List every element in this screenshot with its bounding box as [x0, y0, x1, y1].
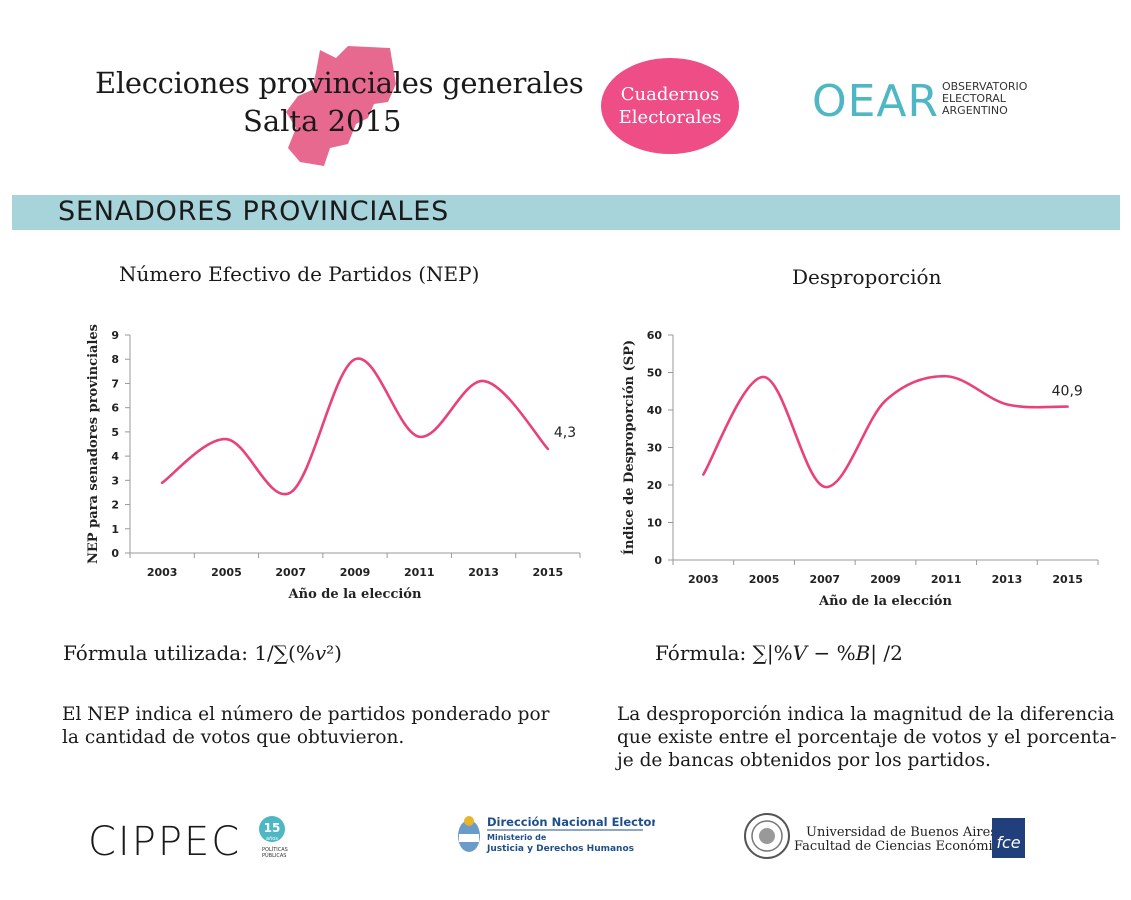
nep-description-line2: la cantidad de votos que obtuvieron. [62, 727, 405, 748]
nep-ytick-label: 7 [111, 377, 119, 390]
desp-xtick-label: 2011 [931, 573, 962, 586]
desp-description-line2: que existe entre el porcentaje de votos … [617, 727, 1117, 748]
nep-ytick-label: 6 [111, 402, 119, 415]
desp-xtick-label: 2015 [1052, 573, 1083, 586]
nep-ytick-label: 1 [111, 523, 119, 536]
desp-xtick-label: 2009 [870, 573, 901, 586]
nep-xtick-label: 2011 [404, 566, 435, 579]
map-fill [286, 46, 396, 166]
nep-data-label: 4,3 [554, 425, 576, 441]
nep-xtick-label: 2013 [468, 566, 499, 579]
cippec-badge-sub: años [266, 836, 278, 842]
dne-title: Dirección Nacional Electoral [487, 815, 655, 829]
desp-xtick-label: 2013 [992, 573, 1023, 586]
desp-ytick-label: 60 [647, 329, 663, 342]
salta-map-shape [286, 46, 396, 166]
nep-xtick-label: 2003 [147, 566, 178, 579]
uba-seal-icon [744, 813, 790, 859]
nep-series-line [160, 357, 550, 496]
nep-xtick-label: 2015 [533, 566, 564, 579]
uba-line1: Universidad de Buenos Aires [806, 825, 997, 840]
cippec-text: CIPPEC [88, 819, 241, 863]
oear-logo-text: OEAR [812, 76, 939, 122]
oear-sub-1: OBSERVATORIO [942, 80, 1028, 93]
page-title-line2: Salta 2015 [243, 104, 402, 138]
nep-ytick-label: 3 [111, 474, 119, 487]
nep-ytick-label: 0 [111, 547, 119, 560]
desp-x-axis-label: Año de la elección [818, 594, 952, 609]
nep-y-axis-label: NEP para senadores provinciales [86, 324, 101, 564]
fce-badge [992, 818, 1025, 858]
cippec-tag1: POLÍTICAS [262, 846, 288, 853]
badge-line2: Electorales [618, 107, 722, 128]
oear-sub-2: ELECTORAL [942, 92, 1007, 105]
nep-ytick-label: 9 [111, 329, 119, 342]
desp-formula: Fórmula: ∑|%𝑉 − %𝐵| /2 [655, 641, 903, 665]
desp-ytick-label: 50 [647, 367, 663, 380]
desp-y-axis-label: Índice de Desproporción (SP) [621, 340, 637, 555]
page-title-line1: Elecciones provinciales generales [95, 66, 584, 100]
nep-description-line1: El NEP indica el número de partidos pond… [62, 704, 550, 725]
desp-formula-label: Fórmula: [655, 641, 753, 665]
desp-description: La desproporción indica la magnitud de l… [617, 703, 1117, 772]
oear-sub-3: ARGENTINO [942, 104, 1008, 117]
desp-description-line3: je de bancas obtenidos por los partidos. [617, 750, 991, 771]
nep-chart-title: Número Efectivo de Partidos (NEP) [119, 262, 480, 286]
section-title: SENADORES PROVINCIALES [58, 196, 450, 227]
nep-formula-expr: 1/∑(%𝑣²) [254, 641, 342, 665]
nep-ytick-label: 8 [111, 353, 119, 366]
nep-x-axis-label: Año de la elección [288, 587, 422, 602]
dne-sub1: Ministerio de [487, 833, 547, 842]
desp-xtick-label: 2003 [688, 573, 719, 586]
dne-sub2: Justicia y Derechos Humanos [486, 844, 634, 854]
dne-logo: Dirección Nacional Electoral Ministerio … [458, 815, 655, 854]
uba-line2: Facultad de Ciencias Económicas [794, 839, 1014, 854]
nep-xtick-label: 2007 [275, 566, 306, 579]
oear-logo: OEAR OBSERVATORIO ELECTORAL ARGENTINO [812, 76, 1028, 122]
nep-ytick-label: 2 [111, 499, 119, 512]
badge-line1: Cuadernos [620, 84, 720, 105]
cippec-badge-number: 15 [264, 821, 281, 835]
nep-ytick-label: 5 [111, 426, 119, 439]
desp-chart-title: Desproporción [792, 265, 942, 289]
desp-formula-expr: ∑|%𝑉 − %𝐵| /2 [752, 641, 903, 665]
cippec-logo: CIPPEC 15 años POLÍTICAS PÚBLICAS [88, 816, 288, 863]
desp-data-label: 40,9 [1052, 384, 1083, 400]
cippec-tag2: PÚBLICAS [262, 852, 286, 859]
nep-formula: Fórmula utilizada: 1/∑(%𝑣²) [63, 641, 342, 665]
fce-badge-text: fce [996, 833, 1020, 852]
nep-xtick-label: 2005 [211, 566, 242, 579]
desp-ytick-label: 0 [654, 554, 662, 567]
cuadernos-electorales-badge: Cuadernos Electorales [601, 58, 739, 154]
desp-xtick-label: 2007 [809, 573, 840, 586]
cippec-badge-circle [259, 816, 285, 842]
nep-description: El NEP indica el número de partidos pond… [62, 703, 562, 749]
desp-ytick-label: 10 [647, 517, 663, 530]
desp-xtick-label: 2005 [749, 573, 780, 586]
desp-ytick-label: 20 [647, 479, 663, 492]
desp-series-line [702, 374, 1069, 489]
desp-ytick-label: 30 [647, 442, 663, 455]
desp-ytick-label: 40 [647, 404, 663, 417]
section-bar [12, 195, 1120, 230]
nep-ytick-label: 4 [111, 450, 119, 463]
desp-description-line1: La desproporción indica la magnitud de l… [617, 704, 1115, 725]
nep-xtick-label: 2009 [340, 566, 371, 579]
uba-fce-logo: Universidad de Buenos Aires Facultad de … [744, 813, 1025, 859]
nep-formula-label: Fórmula utilizada: [63, 641, 255, 665]
